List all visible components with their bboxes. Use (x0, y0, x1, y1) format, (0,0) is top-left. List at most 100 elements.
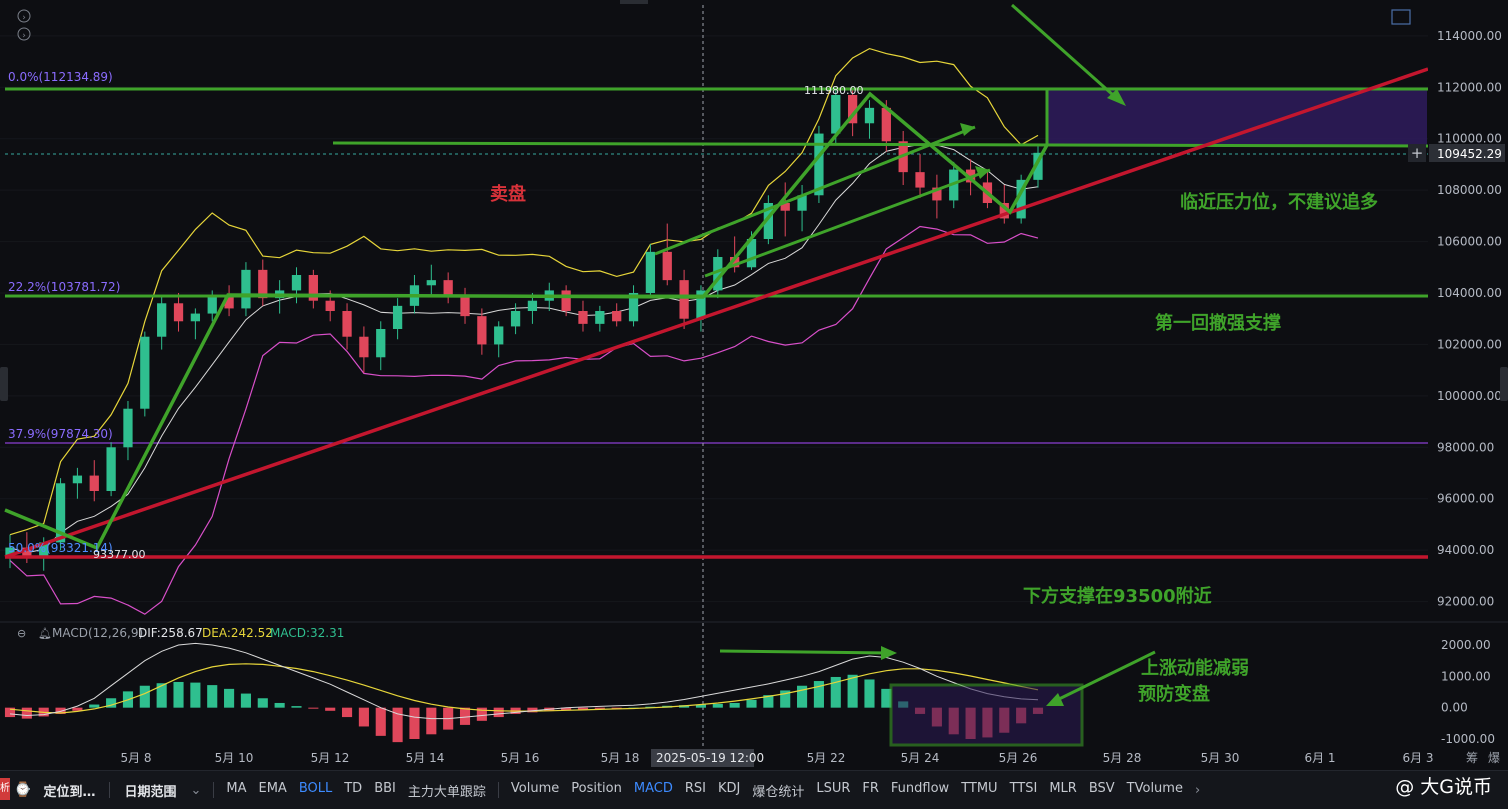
top-handle[interactable] (620, 0, 648, 4)
annotation-momentum: 上涨动能减弱 (1141, 657, 1249, 679)
indicators-right: Volume Position MACD RSI KDJ 爆仓统计 LSUR FR Fundfl… (505, 781, 1189, 800)
time-tick: 6月 3 (1402, 751, 1433, 765)
indicator-bbi[interactable]: BBI (374, 780, 396, 796)
macd-bar (864, 679, 875, 708)
candle-body (5, 547, 15, 556)
candle-body (89, 475, 99, 491)
macd-bar (695, 704, 707, 708)
annotation-sell: 卖盘 (490, 183, 526, 205)
annotation-first-pullback: 第一回撤强支撑 (1155, 312, 1281, 334)
macd-bar (106, 698, 117, 708)
indicator-tvolume[interactable]: TVolume (1126, 780, 1183, 796)
candle-body (1016, 179, 1026, 219)
candle-body (55, 483, 66, 543)
macd-bar (325, 707, 336, 711)
candle-body (814, 133, 824, 196)
price-axis-ticks: 114000.00 112000.00 110000.00 108000.00 1060… (1437, 29, 1502, 609)
macd-bar (341, 707, 353, 718)
candle-body (763, 203, 773, 239)
price-tick: 94000.00 (1437, 543, 1494, 557)
indicator-toolbar: ⌚ 定位到… 日期范围 ⌄ MA EMA BOLL TD BBI 主力大单跟踪 Volum… (0, 770, 1508, 809)
macd-bar (797, 685, 808, 708)
fullscreen-icon[interactable] (1391, 9, 1411, 25)
time-axis: 5月 8 5月 10 5月 12 5月 14 5月 16 5月 18 5月 22 5月 24 5… (120, 751, 1433, 765)
macd-bar (207, 685, 218, 708)
momentum-arrowhead (1046, 693, 1064, 706)
time-tick: 5月 12 (311, 751, 350, 765)
indicator-ema[interactable]: EMA (258, 780, 287, 796)
dif-line (9, 642, 1039, 720)
candle-body (460, 295, 470, 317)
indicator-爆仓统计[interactable]: 爆仓统计 (752, 784, 805, 800)
locate-button[interactable]: 定位到… (43, 784, 96, 800)
candle-body (932, 187, 942, 201)
left-side-handle[interactable] (0, 367, 8, 401)
indicator-boll[interactable]: BOLL (298, 780, 333, 796)
target-arrow-line (1011, 3, 1123, 105)
candle-body (713, 257, 723, 291)
macd-bar (72, 707, 83, 711)
collapse-icon[interactable]: ⊖ (17, 627, 26, 640)
macd-tick: -1000.00 (1441, 732, 1495, 746)
indicator-ttmu[interactable]: TTMU (961, 780, 998, 796)
right-edge-char-2[interactable]: 爆 (1488, 751, 1500, 765)
macd-bar (476, 707, 487, 721)
expand-icon[interactable] (17, 9, 31, 23)
fib-0-label: 0.0%(112134.89) (8, 70, 113, 84)
right-side-handle[interactable] (1500, 367, 1508, 401)
candle-body (443, 280, 453, 296)
macd-bar (173, 681, 184, 708)
price-axis[interactable] (1428, 0, 1508, 620)
macd-bar (358, 707, 369, 727)
right-edge-char-1[interactable]: 筹 (1466, 751, 1478, 765)
macd-bar (780, 690, 791, 708)
left-badge[interactable]: 析 (0, 778, 10, 800)
indicator-mlr[interactable]: MLR (1049, 780, 1077, 796)
indicator-主力大单跟踪[interactable]: 主力大单跟踪 (407, 784, 486, 800)
time-tick: 5月 22 (807, 751, 846, 765)
indicator-volume[interactable]: Volume (510, 780, 560, 796)
price-tick: 92000.00 (1437, 595, 1494, 609)
bollinger-bands (9, 47, 1039, 615)
candle-body (679, 280, 689, 319)
candle-body (140, 336, 150, 409)
indicator-bsv[interactable]: BSV (1088, 780, 1115, 796)
macd-bar (493, 707, 504, 718)
indicator-ttsi[interactable]: TTSI (1009, 780, 1038, 796)
candle-body (72, 475, 83, 484)
indicator-ma[interactable]: MA (226, 780, 247, 796)
price-tick: 114000.00 (1437, 29, 1502, 43)
bell-icon[interactable]: 🔔︎ (38, 627, 52, 640)
indicator-td[interactable]: TD (344, 780, 363, 796)
expand-icon-2[interactable] (17, 27, 31, 41)
indicator-rsi[interactable]: RSI (684, 780, 706, 796)
current-price-tag (1429, 144, 1505, 162)
macd-bar (611, 707, 622, 709)
price-chart[interactable]: 0.0%(112134.89) 22.2%(103781.72) 37.9%(9… (0, 0, 1508, 770)
candle-body (376, 329, 386, 358)
macd-dea: DEA:242.52 (202, 626, 273, 640)
macd-bar (594, 707, 605, 709)
macd-bar (257, 698, 268, 708)
time-tick: 5月 10 (215, 751, 254, 765)
chevron-down-icon[interactable]: ⌄ (190, 782, 202, 798)
annotation-prevent: 预防变盘 (1138, 683, 1210, 705)
macd-bar (291, 706, 302, 708)
chevron-right-icon[interactable]: › (1194, 782, 1201, 798)
indicator-fr[interactable]: FR (862, 780, 879, 796)
date-range-button[interactable]: 日期范围 (124, 784, 177, 800)
indicator-fundflow[interactable]: Fundflow (890, 780, 950, 796)
watermark: @ 大G说币 (1395, 776, 1492, 798)
indicator-macd[interactable]: MACD (633, 780, 673, 796)
indicator-kdj[interactable]: KDJ (717, 780, 741, 796)
price-tick: 98000.00 (1437, 440, 1494, 454)
channel-upper (654, 125, 976, 256)
indicator-position[interactable]: Position (571, 780, 622, 796)
candle-body (190, 313, 201, 322)
macd-bar (561, 707, 572, 711)
channel-lower-arrowhead (975, 166, 990, 179)
candle-body (578, 311, 588, 324)
indicator-lsur[interactable]: LSUR (816, 780, 851, 796)
locate-icon[interactable]: ⌚ (14, 782, 32, 798)
add-alert-button[interactable] (1408, 144, 1426, 162)
